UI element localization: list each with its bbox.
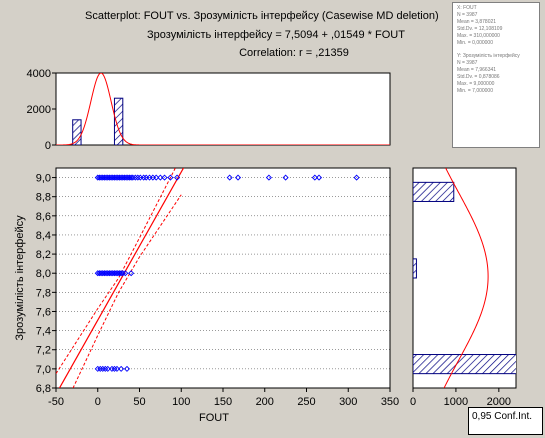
scatter-point [132,174,139,181]
y-stat-line: N = 3987 [457,60,478,66]
scatter-point [282,174,289,181]
confidence-upper-curve [56,168,176,374]
x-tick-label: 100 [172,396,190,408]
scatter-point [108,365,115,372]
scatter-point [119,270,126,277]
right-histogram [413,168,516,388]
scatter-point [123,365,131,372]
y-axis-label: Зрозумілість інтерфейсу [14,215,26,341]
y-tick-label: 9,0 [36,173,51,185]
scatter-point [128,174,135,181]
scatter-point [157,174,164,181]
y-stat-line: Min. = 7,000000 [457,88,493,94]
scatter-point [234,174,242,181]
regression-line [58,168,185,388]
y-tick-label: 8,6 [36,211,51,223]
y-tick-label: 7,6 [36,306,51,318]
top-normal-curve [56,73,390,145]
y-tick-label: 7,2 [36,345,51,357]
scatter-point [167,174,174,181]
top-histogram-panel [55,72,391,146]
scatter-point [161,174,168,181]
confidence-lower-curve [72,194,182,388]
top-histogram-bar [113,97,124,145]
y-variable-stats: Y: Зрозумілість інтерфейсу N = 3987 Mean… [457,53,535,95]
y-tick-label: 7,4 [36,326,51,338]
x-stat-line: Max. = 310,000000 [457,33,500,39]
confidence-band [56,168,185,388]
right-hist-x-tick-label: 1000 [444,396,468,408]
y-tick-label: 7,0 [36,364,51,376]
x-tick-label: -50 [48,396,64,408]
x-tick-label: 50 [133,396,145,408]
scatter-point [353,174,360,181]
right-histogram-bar [413,354,516,375]
scatter-point [113,365,120,372]
y-tick-label: 8,4 [36,230,51,242]
scatter-point [265,174,272,181]
top-histogram-bar [72,119,82,145]
scatter-point [174,174,181,181]
x-variable-stats: X: FOUT N = 3987 Mean = 3,878021 Std.Dv.… [457,5,535,47]
x-tick-label: 350 [381,396,399,408]
scatter-point [94,365,101,372]
y-stat-line: Max. = 9,000000 [457,81,495,87]
top-histogram [56,73,390,145]
x-tick-label: 150 [214,396,232,408]
scatter-point [118,270,125,277]
top-hist-y-tick-label: 4000 [27,68,51,80]
chart-title-line3: Correlation: r = ,21359 [239,47,349,59]
right-hist-x-tick-label: 2000 [487,396,511,408]
right-histogram-panel [412,167,517,389]
x-variable-name: X: FOUT [457,5,477,11]
right-histogram-bar [413,181,455,202]
scatter-point [99,365,106,372]
right-hist-x-tick-label: 0 [410,396,416,408]
x-tick-label: 300 [339,396,357,408]
chart-title-line2: Зрозумілість інтерфейсу = 7,5094 + ,0154… [147,29,405,41]
scatter-point [311,174,318,181]
scatter-point [153,174,160,181]
x-tick-label: 0 [95,396,101,408]
y-tick-label: 6,8 [36,383,51,395]
y-stat-line: Std.Dv. = 0,878086 [457,74,500,80]
x-tick-label: 250 [297,396,315,408]
scatter-point [102,365,109,372]
scatter-point [118,365,125,372]
scatter-point [111,365,118,372]
right-histogram-bar [413,258,417,279]
y-tick-label: 7,8 [36,287,51,299]
scatter-point [140,174,147,181]
scatter-point [315,174,323,181]
scatter-point [226,174,233,181]
scatter-point [128,270,135,277]
top-hist-y-tick-label: 0 [45,140,51,152]
scatter-point [134,174,141,181]
scatter-point [104,365,111,372]
axis-ticks: 6,8 7,0 7,2 7,4 7,6 7,8 8,0 8,2 8,4 8,6 8,8 9,0 -50 0… [27,68,512,408]
scatter-point [129,174,136,181]
scatter-point [97,365,104,372]
y-tick-label: 8,0 [36,268,51,280]
confidence-legend: 0,95 Conf.Int. [468,407,543,435]
y-stat-line: Mean = 7,966341 [457,67,497,73]
top-hist-y-tick-label: 2000 [27,104,51,116]
scatter-point [122,270,129,277]
x-stat-line: Min. = 0,000000 [457,40,493,46]
x-stat-line: Std.Dv. = 12,108109 [457,26,503,32]
confidence-legend-label: 0,95 Conf.Int. [472,411,533,422]
y-tick-label: 8,8 [36,192,51,204]
x-axis-label: FOUT [199,412,229,424]
scatter-points [94,174,360,372]
y-variable-name: Y: Зрозумілість інтерфейсу [457,53,520,59]
right-normal-curve [443,168,489,388]
x-tick-label: 200 [256,396,274,408]
scatter-plot-area [55,167,391,389]
x-stat-line: N = 3987 [457,12,478,18]
descriptive-stats-box: X: FOUT N = 3987 Mean = 3,878021 Std.Dv.… [452,2,540,148]
x-stat-line: Mean = 3,878021 [457,19,497,25]
chart-title-line1: Scatterplot: FOUT vs. Зрозумілість інтер… [85,10,439,22]
y-tick-label: 8,2 [36,249,51,261]
